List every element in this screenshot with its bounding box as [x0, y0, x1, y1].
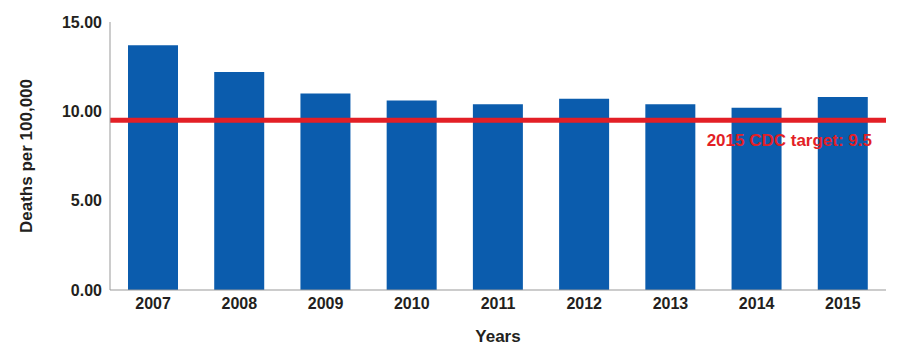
svg-text:5.00: 5.00 [71, 192, 102, 209]
svg-text:2015: 2015 [825, 295, 861, 312]
svg-text:Deaths per 100,000: Deaths per 100,000 [17, 79, 36, 233]
svg-text:2015 CDC target: 9.5: 2015 CDC target: 9.5 [707, 131, 872, 150]
svg-text:0.00: 0.00 [71, 282, 102, 299]
svg-text:2012: 2012 [566, 295, 602, 312]
svg-text:2010: 2010 [394, 295, 430, 312]
svg-text:10.00: 10.00 [62, 103, 102, 120]
svg-text:2013: 2013 [653, 295, 689, 312]
svg-text:15.00: 15.00 [62, 14, 102, 31]
svg-text:2008: 2008 [222, 295, 258, 312]
svg-text:2011: 2011 [481, 295, 516, 312]
svg-text:2014: 2014 [739, 295, 775, 312]
svg-text:2009: 2009 [308, 295, 344, 312]
svg-text:Years: Years [475, 327, 520, 346]
svg-text:2007: 2007 [135, 295, 171, 312]
